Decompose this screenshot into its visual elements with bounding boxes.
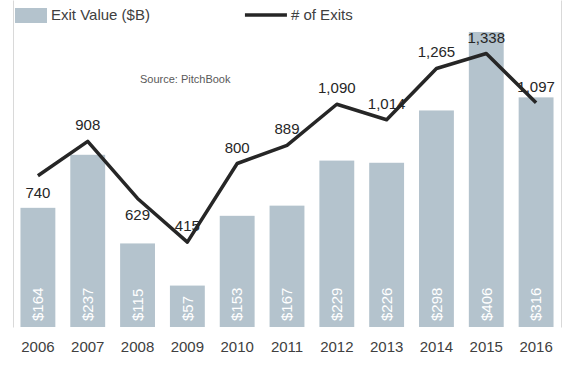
- data-label: 1,265: [418, 43, 456, 60]
- legend-swatch: [245, 13, 287, 17]
- x-tick-label: 2013: [370, 338, 403, 355]
- y-axis-line: [13, 1, 14, 328]
- bar-labels: $164 $237 $115 $57 $153 $167 $229 $226 $298 $406 $…: [29, 288, 544, 321]
- data-label: 1,338: [467, 29, 505, 46]
- x-tick-label: 2015: [470, 338, 503, 355]
- data-label: 1,097: [517, 78, 555, 95]
- bar: [120, 243, 155, 327]
- x-tick: 2011: [271, 338, 303, 355]
- data-label: $167: [278, 288, 295, 321]
- legend-item: Exit Value ($B): [15, 6, 150, 23]
- bar: [170, 286, 205, 327]
- data-label: $316: [527, 288, 544, 321]
- legend-label: Exit Value ($B): [51, 6, 150, 23]
- x-tick: 2009: [171, 338, 204, 355]
- data-label: $229: [328, 288, 345, 321]
- data-label: 1,014: [368, 95, 406, 112]
- x-tick-label: 2008: [121, 338, 154, 355]
- bar: [319, 161, 354, 327]
- x-tick: 2015: [470, 338, 503, 355]
- bar-series: [20, 32, 553, 327]
- data-label: 629: [125, 206, 150, 223]
- line-labels: 740 908 629 415 800 889 1,090 1,014 1,265 1,338 1,…: [25, 29, 554, 235]
- line: [38, 54, 536, 243]
- bar: [369, 163, 404, 327]
- data-label: $115: [129, 289, 146, 321]
- x-tick-label: 2007: [71, 338, 104, 355]
- x-tick-label: 2012: [320, 338, 353, 355]
- data-label: $406: [478, 288, 495, 321]
- data-label: $298: [428, 288, 445, 321]
- data-label: 1,090: [318, 79, 356, 96]
- data-label: 415: [175, 217, 200, 234]
- x-tick-label: 2009: [171, 338, 204, 355]
- bar: [469, 32, 504, 327]
- data-label: $164: [29, 288, 46, 321]
- bar: [519, 97, 554, 327]
- bar: [20, 208, 55, 327]
- marks: [20, 32, 553, 327]
- x-tick: 2014: [420, 338, 453, 355]
- x-tick: 2008: [121, 338, 154, 355]
- bar: [419, 110, 454, 327]
- data-label: 800: [225, 139, 250, 156]
- x-tick-label: 2010: [220, 338, 253, 355]
- chart: $164 $237 $115 $57 $153 $167 $229 $226 $298 $406 $…: [0, 0, 576, 369]
- data-label: $237: [79, 288, 96, 321]
- annotation: Source: PitchBook: [140, 73, 231, 85]
- x-tick: 2010: [220, 338, 253, 355]
- data-label: 908: [75, 116, 100, 133]
- x-axis: 2006 2007 2008 2009 2010 2011 2012 2013 2014 2015…: [21, 338, 553, 355]
- x-tick: 2006: [21, 338, 54, 355]
- data-label: $57: [179, 296, 196, 321]
- bar: [70, 155, 105, 327]
- data-label: 740: [25, 184, 50, 201]
- x-tick-label: 2014: [420, 338, 453, 355]
- data-label: $153: [228, 288, 245, 321]
- data-label: 889: [274, 120, 299, 137]
- y2-axis: [561, 1, 562, 328]
- y-axis: [13, 1, 14, 328]
- x-tick: 2016: [519, 338, 552, 355]
- x-tick-label: 2016: [519, 338, 552, 355]
- legend: Exit Value ($B) # of Exits: [15, 6, 353, 23]
- x-tick-label: 2011: [271, 338, 303, 355]
- bar: [220, 216, 255, 327]
- bar: [270, 206, 305, 327]
- legend-swatch: [15, 8, 47, 23]
- x-tick-label: 2006: [21, 338, 54, 355]
- x-tick: 2013: [370, 338, 403, 355]
- y2-axis-line: [561, 1, 562, 328]
- legend-item: # of Exits: [245, 6, 353, 23]
- legend-label: # of Exits: [291, 6, 353, 23]
- x-tick: 2012: [320, 338, 353, 355]
- data-label: $226: [378, 288, 395, 321]
- x-tick: 2007: [71, 338, 104, 355]
